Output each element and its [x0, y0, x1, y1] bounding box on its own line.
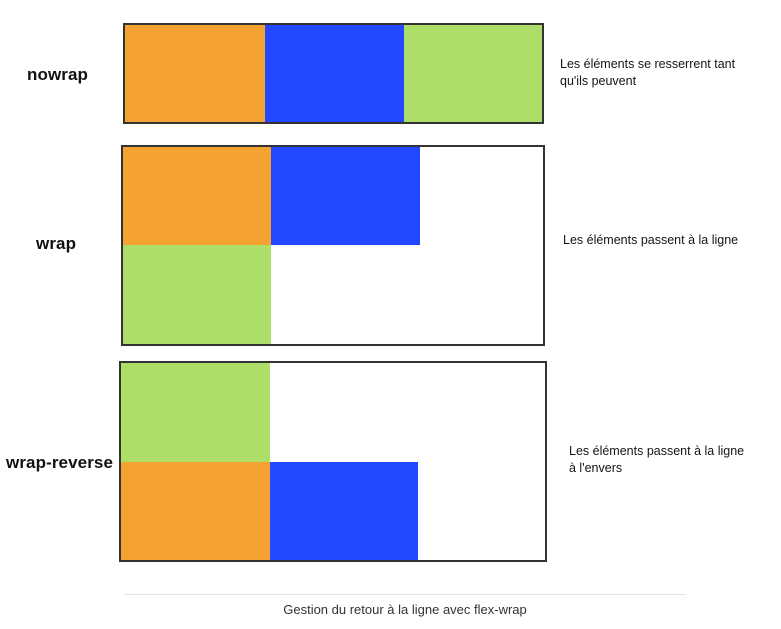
figure-caption: Gestion du retour à la ligne avec flex-w… [124, 602, 686, 617]
label-nowrap: nowrap [27, 65, 88, 85]
container-nowrap [123, 23, 544, 124]
description-nowrap-line-1: Les éléments se resserrent tant [560, 56, 735, 73]
item-1-nowrap [125, 25, 265, 122]
container-wrap-reverse [119, 361, 547, 562]
caption-divider [124, 594, 686, 595]
description-wrap-reverse-line-2: à l'envers [569, 460, 744, 477]
item-3-wrap [123, 245, 271, 344]
label-wrap-reverse: wrap-reverse [6, 453, 113, 473]
container-wrap [121, 145, 545, 346]
description-wrap-line-1: Les éléments passent à la ligne [563, 232, 738, 249]
item-3-wrap-reverse [121, 363, 270, 462]
item-1-wrap-reverse [121, 462, 270, 560]
label-wrap: wrap [36, 234, 76, 254]
description-wrap-reverse: Les éléments passent à la ligne à l'enve… [569, 443, 744, 477]
item-2-nowrap [265, 25, 404, 122]
description-wrap: Les éléments passent à la ligne [563, 232, 738, 249]
item-2-wrap-reverse [270, 462, 418, 560]
description-nowrap-line-2: qu'ils peuvent [560, 73, 735, 90]
item-2-wrap [271, 147, 420, 245]
description-nowrap: Les éléments se resserrent tant qu'ils p… [560, 56, 735, 90]
item-1-wrap [123, 147, 271, 245]
item-3-nowrap [404, 25, 542, 122]
description-wrap-reverse-line-1: Les éléments passent à la ligne [569, 443, 744, 460]
